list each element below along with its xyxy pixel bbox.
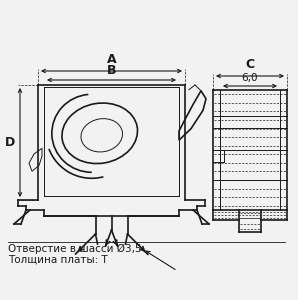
Text: A: A	[107, 53, 116, 66]
Text: Толщина платы: T: Толщина платы: T	[8, 255, 108, 265]
Text: B: B	[107, 64, 116, 77]
Text: Отверстие в шасси Ø3,5: Отверстие в шасси Ø3,5	[8, 244, 142, 254]
Text: C: C	[246, 58, 254, 71]
Text: D: D	[5, 136, 15, 149]
Text: 6,0: 6,0	[242, 73, 258, 83]
